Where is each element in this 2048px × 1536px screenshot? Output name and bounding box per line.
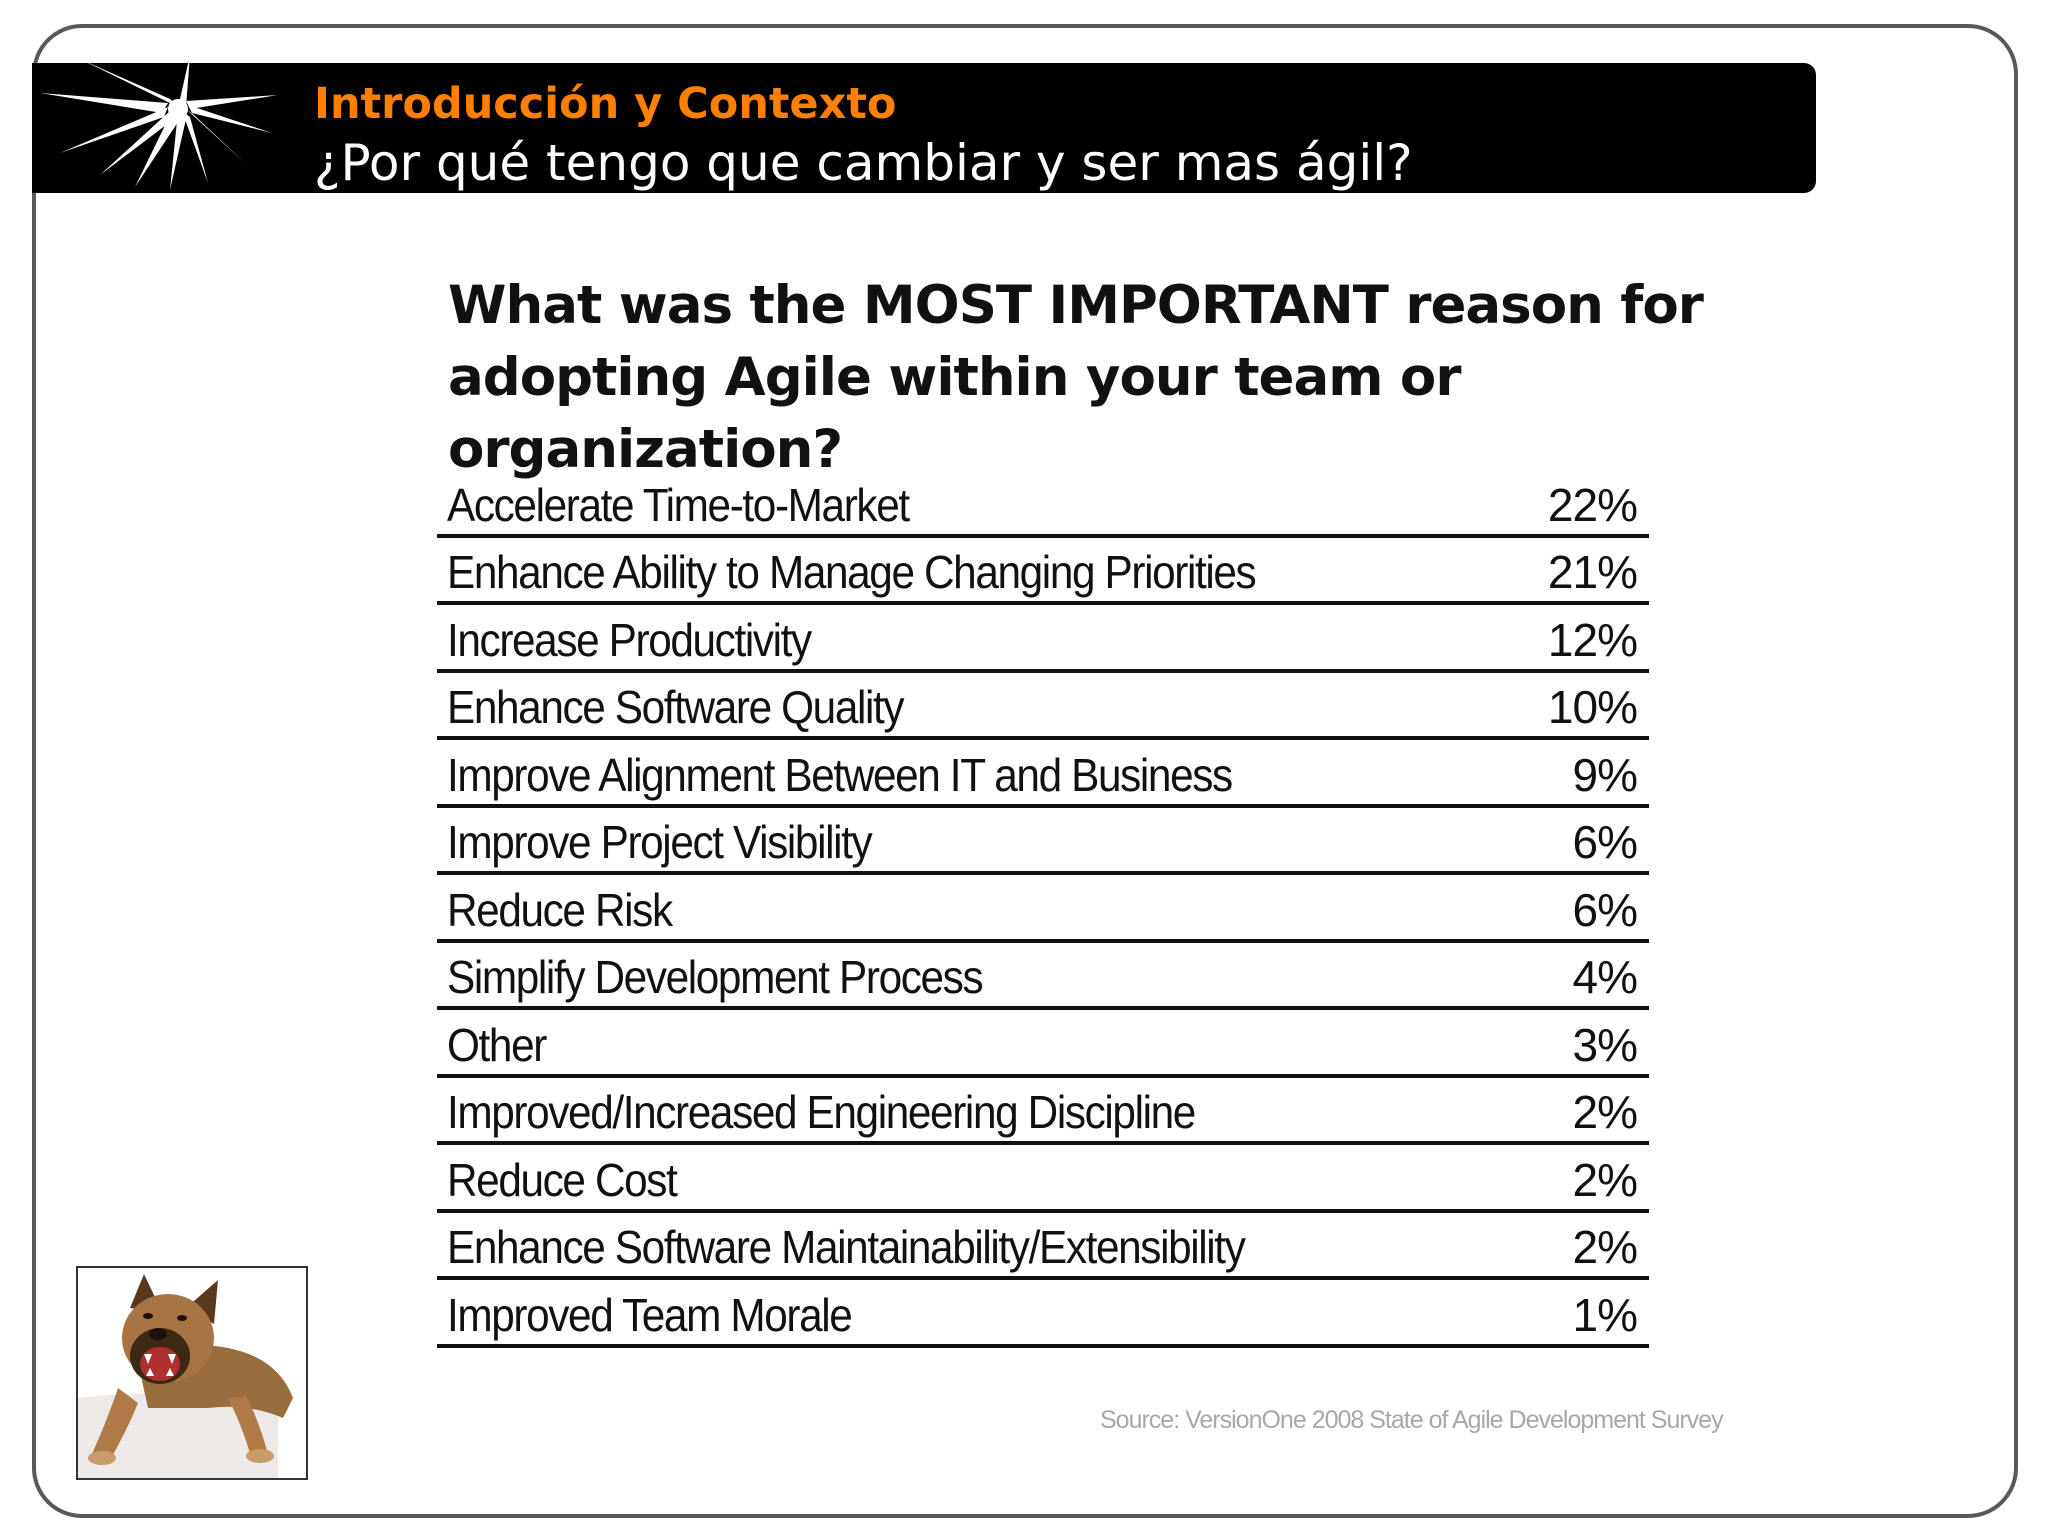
table-row: Enhance Software Maintainability/Extensi…: [437, 1213, 1649, 1280]
row-value: 9%: [1572, 748, 1638, 801]
row-value: 4%: [1572, 951, 1638, 1003]
slide-subtitle: ¿Por qué tengo que cambiar y ser mas ági…: [314, 134, 1413, 192]
table-row: Improve Alignment Between IT and Busines…: [437, 740, 1649, 808]
table-row: Accelerate Time-to-Market 22%: [437, 470, 1649, 538]
row-value: 6%: [1572, 816, 1638, 868]
row-label: Improved Team Morale: [447, 1288, 853, 1341]
row-label: Reduce Risk: [447, 883, 673, 936]
survey-question: What was the MOST IMPORTANT reason for a…: [448, 275, 1704, 480]
table-row: Improved/Increased Engineering Disciplin…: [437, 1078, 1649, 1145]
row-value: 2%: [1572, 1086, 1638, 1138]
table-row: Simplify Development Process 4%: [437, 943, 1649, 1010]
row-value: 22%: [1547, 478, 1638, 531]
row-value: 12%: [1547, 613, 1638, 666]
dog-photo: [76, 1266, 308, 1480]
section-title: Introducción y Contexto: [314, 79, 897, 129]
slide-frame: [32, 24, 2018, 1518]
row-value: 10%: [1547, 681, 1638, 733]
row-value: 21%: [1547, 546, 1638, 598]
row-label: Other: [447, 1018, 547, 1071]
row-label: Accelerate Time-to-Market: [447, 478, 910, 531]
table-row: Reduce Risk 6%: [437, 875, 1649, 943]
table-row: Improved Team Morale 1%: [437, 1280, 1649, 1348]
row-label: Reduce Cost: [447, 1153, 678, 1206]
results-table: Accelerate Time-to-Market 22% Enhance Ab…: [437, 470, 1649, 1348]
row-label: Improved/Increased Engineering Disciplin…: [447, 1086, 1196, 1138]
table-row: Improve Project Visibility 6%: [437, 808, 1649, 875]
row-label: Enhance Software Maintainability/Extensi…: [447, 1221, 1246, 1273]
table-row: Increase Productivity 12%: [437, 605, 1649, 673]
table-row: Reduce Cost 2%: [437, 1145, 1649, 1213]
header-bar: [32, 63, 1816, 193]
row-value: 2%: [1572, 1153, 1638, 1206]
row-value: 6%: [1572, 883, 1638, 936]
row-label: Improve Alignment Between IT and Busines…: [447, 748, 1233, 801]
source-note: Source: VersionOne 2008 State of Agile D…: [1100, 1406, 1724, 1434]
row-label: Increase Productivity: [447, 613, 812, 666]
row-label: Simplify Development Process: [447, 951, 984, 1003]
row-value: 3%: [1572, 1018, 1638, 1071]
row-label: Enhance Software Quality: [447, 681, 905, 733]
table-row: Enhance Software Quality 10%: [437, 673, 1649, 740]
row-value: 1%: [1572, 1288, 1638, 1341]
table-row: Other 3%: [437, 1010, 1649, 1078]
table-row: Enhance Ability to Manage Changing Prior…: [437, 538, 1649, 605]
row-value: 2%: [1572, 1221, 1638, 1273]
starburst-icon: [40, 55, 280, 190]
row-label: Enhance Ability to Manage Changing Prior…: [447, 546, 1257, 598]
row-label: Improve Project Visibility: [447, 816, 873, 868]
